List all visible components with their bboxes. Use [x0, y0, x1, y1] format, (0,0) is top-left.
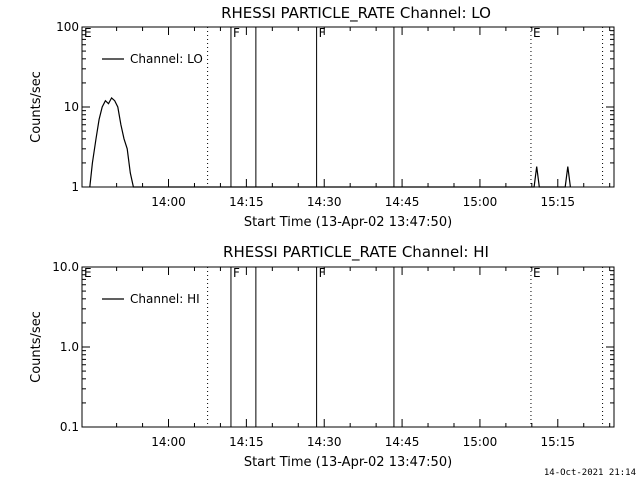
x-tick-label: 15:00	[463, 195, 498, 209]
x-tick-label: 14:15	[229, 195, 264, 209]
event-marker-label: F	[233, 266, 240, 280]
legend-entry: Channel: LO	[130, 52, 203, 66]
event-marker-label: E	[84, 266, 92, 280]
legend-entry: Channel: HI	[130, 292, 200, 306]
x-tick-label: 14:45	[385, 195, 420, 209]
y-tick-label: 100	[56, 20, 79, 34]
x-tick-label: 14:15	[229, 435, 264, 449]
x-tick-label: 15:15	[540, 435, 575, 449]
series-line	[89, 96, 571, 188]
chart-title: RHESSI PARTICLE_RATE Channel: LO	[221, 4, 491, 23]
y-tick-label: 10	[64, 100, 79, 114]
chart-title: RHESSI PARTICLE_RATE Channel: HI	[223, 243, 489, 262]
x-tick-label: 14:00	[151, 435, 186, 449]
y-axis-label: Counts/sec	[29, 71, 44, 143]
x-tick-label: 15:00	[463, 435, 498, 449]
y-tick-label: 10.0	[52, 260, 79, 274]
y-tick-label: 0.1	[60, 420, 79, 434]
panel-hi: RHESSI PARTICLE_RATE Channel: HI 0.1 1.0 10…	[29, 243, 615, 470]
x-tick-label: 14:30	[307, 195, 342, 209]
event-marker-label: E	[84, 26, 92, 40]
x-tick-label: 14:00	[151, 195, 186, 209]
y-tick-label: 1	[71, 180, 79, 194]
event-marker-label: E	[533, 266, 541, 280]
panel-lo: RHESSI PARTICLE_RATE Channel: LO 1 10 100 14…	[29, 4, 615, 230]
event-marker-label: E	[533, 26, 541, 40]
event-marker-label: F	[319, 266, 326, 280]
plot-frame	[81, 26, 615, 188]
event-marker-label: F	[233, 26, 240, 40]
x-axis-label: Start Time (13-Apr-02 13:47:50)	[244, 215, 452, 230]
event-marker-label: F	[319, 26, 326, 40]
x-axis-label: Start Time (13-Apr-02 13:47:50)	[244, 455, 452, 470]
x-tick-label: 14:30	[307, 435, 342, 449]
y-axis-label: Counts/sec	[29, 311, 44, 383]
timestamp: 14-Oct-2021 21:14	[544, 468, 636, 478]
x-tick-label: 14:45	[385, 435, 420, 449]
y-tick-label: 1.0	[60, 340, 79, 354]
plot-frame	[81, 266, 615, 428]
x-tick-label: 15:15	[540, 195, 575, 209]
